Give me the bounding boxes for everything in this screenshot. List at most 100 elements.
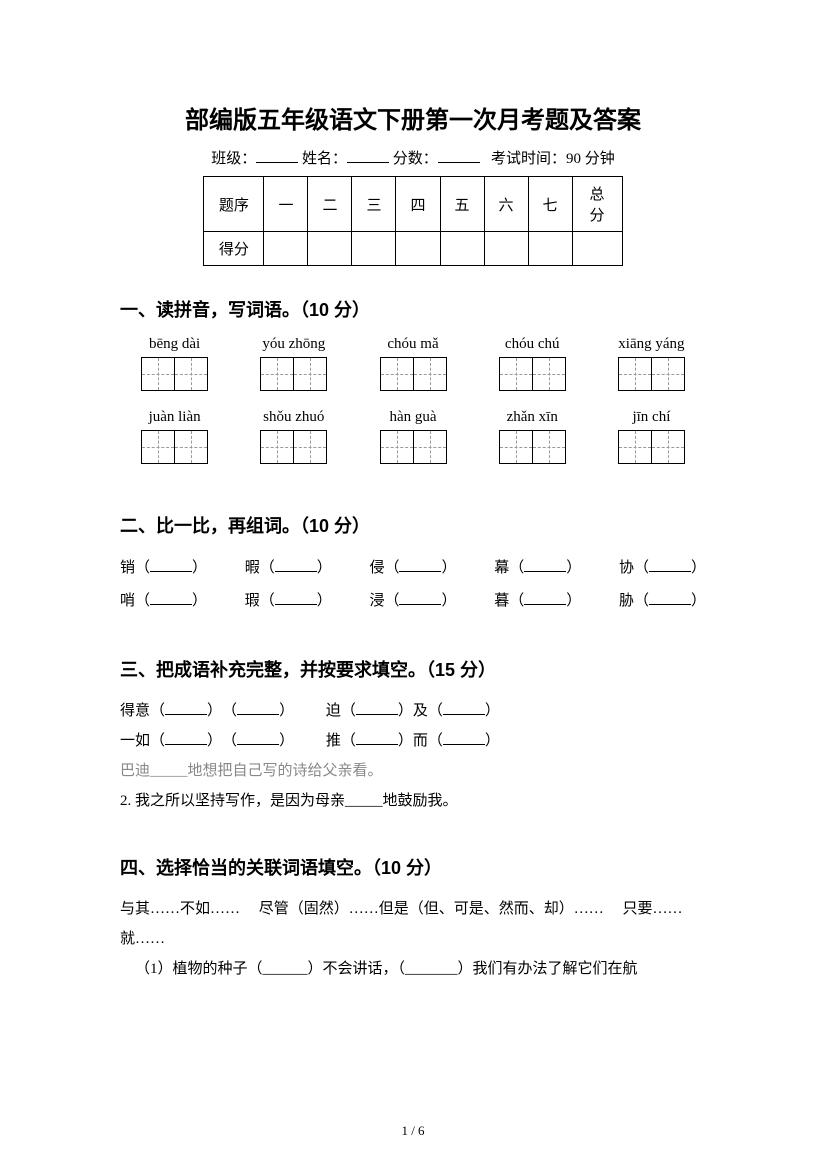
idiom-prefix: 一如: [120, 733, 150, 749]
char-cell[interactable]: [618, 357, 652, 391]
q3-line-2: 一如 推 而: [120, 726, 706, 756]
idiom-char: 及: [413, 703, 428, 719]
char-box[interactable]: [478, 430, 587, 464]
blank[interactable]: [356, 732, 398, 746]
score-cell[interactable]: [264, 232, 308, 266]
char-cell[interactable]: [618, 430, 652, 464]
pinyin-text: xiāng yáng: [597, 336, 706, 353]
page-number: 1 / 6: [0, 1123, 826, 1139]
idiom-char: 推: [326, 733, 341, 749]
pinyin-item: juàn liàn: [120, 409, 229, 464]
char-box[interactable]: [597, 430, 706, 464]
score-cell[interactable]: [572, 232, 622, 266]
blank[interactable]: [275, 559, 317, 573]
char-cell[interactable]: [260, 430, 294, 464]
char-cell[interactable]: [380, 430, 414, 464]
section-3-heading: 三、把成语补充完整，并按要求填空。（15 分）: [120, 656, 706, 682]
char-cell[interactable]: [413, 430, 447, 464]
score-table: 题序 一 二 三 四 五 六 七 总分 得分: [203, 176, 622, 266]
blank[interactable]: [150, 592, 192, 606]
score-cell[interactable]: [352, 232, 396, 266]
page-title: 部编版五年级语文下册第一次月考题及答案: [120, 100, 706, 135]
exam-time: 考试时间：90 分钟: [491, 151, 615, 167]
col-header: 三: [352, 177, 396, 232]
char-box[interactable]: [239, 357, 348, 391]
char-cell[interactable]: [141, 430, 175, 464]
col-header: 七: [528, 177, 572, 232]
char-cell[interactable]: [260, 357, 294, 391]
score-cell[interactable]: [396, 232, 440, 266]
pinyin-item: hàn guà: [358, 409, 467, 464]
char-cell[interactable]: [532, 357, 566, 391]
char-pair: 协（）: [619, 552, 706, 585]
blank[interactable]: [524, 592, 566, 606]
pinyin-item: chóu mǎ: [358, 336, 467, 391]
section-4-heading: 四、选择恰当的关联词语填空。（10 分）: [120, 854, 706, 880]
char-pair: 侵（）: [369, 552, 456, 585]
section-2-heading: 二、比一比，再组词。（10 分）: [120, 512, 706, 538]
char-cell[interactable]: [293, 357, 327, 391]
table-row: 题序 一 二 三 四 五 六 七 总分: [204, 177, 622, 232]
pinyin-row-2: juàn liànshǒu zhuóhàn guàzhǎn xīnjīn chí: [120, 409, 706, 464]
char-cell[interactable]: [380, 357, 414, 391]
char-cell[interactable]: [532, 430, 566, 464]
char-pair: 幕（）: [494, 552, 581, 585]
blank[interactable]: [649, 592, 691, 606]
pinyin-row-1: bēng dàiyóu zhōngchóu mǎchóu chúxiāng yá…: [120, 336, 706, 391]
char-box[interactable]: [358, 430, 467, 464]
pinyin-text: juàn liàn: [120, 409, 229, 426]
char-cell[interactable]: [651, 357, 685, 391]
blank[interactable]: [443, 732, 485, 746]
col-header: 一: [264, 177, 308, 232]
score-cell[interactable]: [528, 232, 572, 266]
pinyin-item: bēng dài: [120, 336, 229, 391]
name-blank[interactable]: [347, 148, 389, 163]
q2-line-1: 销（）暇（）侵（）幕（）协（）: [120, 552, 706, 585]
score-cell[interactable]: [308, 232, 352, 266]
blank[interactable]: [237, 702, 279, 716]
q4-q1: （1）植物的种子（______）不会讲话，（_______）我们有办法了解它们在…: [120, 954, 706, 984]
char-cell[interactable]: [293, 430, 327, 464]
pinyin-item: shǒu zhuó: [239, 409, 348, 464]
char-cell[interactable]: [499, 357, 533, 391]
blank[interactable]: [399, 559, 441, 573]
char-box[interactable]: [597, 357, 706, 391]
blank[interactable]: [399, 592, 441, 606]
col-header: 六: [484, 177, 528, 232]
char-cell[interactable]: [141, 357, 175, 391]
blank[interactable]: [649, 559, 691, 573]
blank[interactable]: [443, 702, 485, 716]
char-box[interactable]: [120, 430, 229, 464]
char-cell[interactable]: [413, 357, 447, 391]
blank[interactable]: [165, 702, 207, 716]
col-header: 五: [440, 177, 484, 232]
char-cell[interactable]: [174, 357, 208, 391]
pinyin-text: chóu chú: [478, 336, 587, 353]
score-blank[interactable]: [438, 148, 480, 163]
q3-gray-line: 巴迪_____地想把自己写的诗给父亲看。: [120, 756, 706, 786]
pinyin-item: xiāng yáng: [597, 336, 706, 391]
idiom-char: 而: [413, 733, 428, 749]
blank[interactable]: [524, 559, 566, 573]
blank[interactable]: [150, 559, 192, 573]
char-box[interactable]: [120, 357, 229, 391]
blank[interactable]: [237, 732, 279, 746]
score-cell[interactable]: [484, 232, 528, 266]
class-blank[interactable]: [256, 148, 298, 163]
char-box[interactable]: [478, 357, 587, 391]
char-box[interactable]: [358, 357, 467, 391]
char-cell[interactable]: [651, 430, 685, 464]
pinyin-text: bēng dài: [120, 336, 229, 353]
score-cell[interactable]: [440, 232, 484, 266]
col-header: 四: [396, 177, 440, 232]
blank[interactable]: [275, 592, 317, 606]
char-box[interactable]: [239, 430, 348, 464]
char-cell[interactable]: [499, 430, 533, 464]
blank[interactable]: [356, 702, 398, 716]
pinyin-text: zhǎn xīn: [478, 409, 587, 426]
pinyin-text: chóu mǎ: [358, 336, 467, 353]
char-pair: 哨（）: [120, 585, 207, 618]
blank[interactable]: [165, 732, 207, 746]
char-cell[interactable]: [174, 430, 208, 464]
row-label: 得分: [204, 232, 264, 266]
